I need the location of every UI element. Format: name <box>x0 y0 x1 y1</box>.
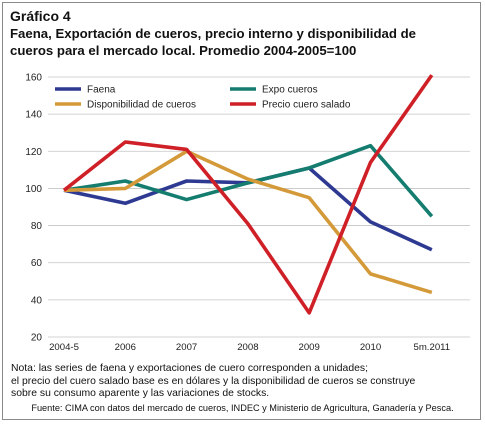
chart-title-line-2: cueros para el mercado local. Promedio 2… <box>10 43 357 58</box>
x-tick-label-2: 2007 <box>176 342 197 353</box>
x-tick-label-1: 2006 <box>115 342 136 353</box>
legend: Faena Expo cueros Disponibilidad de cueros… <box>55 85 351 111</box>
figure-heading: Gráfico 4 Faena, Exportación de cueros, … <box>10 8 479 59</box>
x-tick-label-6: 5m.2011 <box>413 342 450 353</box>
legend-label-1: Expo cueros <box>262 85 318 96</box>
x-tick-label-4: 2009 <box>299 342 320 353</box>
x-axis-ticks: 2004-5 2006 2007 2008 2009 2010 5m.2011 <box>49 342 450 353</box>
series-line-3 <box>62 74 434 315</box>
y-tick-label-60: 60 <box>31 258 43 269</box>
y-tick-label-120: 120 <box>25 147 42 158</box>
chart-note: Nota: las series de faena y exportacione… <box>11 363 476 401</box>
x-tick-label-3: 2008 <box>237 342 258 353</box>
note-line-1: Nota: las series de faena y exportacione… <box>11 363 368 374</box>
y-tick-label-40: 40 <box>31 295 43 306</box>
y-axis-ticks: 20 40 60 80 100 120 140 160 <box>25 73 42 344</box>
note-line-3: sobre su consumo aparente y las variacio… <box>11 388 270 400</box>
y-tick-label-20: 20 <box>31 333 43 344</box>
series-line-1 <box>63 143 434 218</box>
legend-label-2: Disponibilidad de cueros <box>87 100 196 111</box>
figure-frame <box>2 2 481 420</box>
chart-title-line-1: Faena, Exportación de cueros, precio int… <box>10 26 416 41</box>
note-line-2: el precio del cuero salado base es en dó… <box>11 375 416 387</box>
x-tick-label-5: 2010 <box>360 342 381 353</box>
series-lines <box>62 74 434 315</box>
chart-source: Fuente: CIMA con datos del mercado de cu… <box>31 403 454 413</box>
y-tick-label-140: 140 <box>25 110 42 121</box>
figure-label: Gráfico 4 <box>10 8 71 24</box>
y-tick-label-160: 160 <box>25 73 42 84</box>
x-tick-label-0: 2004-5 <box>49 342 79 353</box>
grid-lines <box>48 76 470 338</box>
y-tick-label-80: 80 <box>31 221 43 232</box>
legend-label-3: Precio cuero salado <box>262 100 351 111</box>
series-line-2 <box>63 149 433 295</box>
legend-label-0: Faena <box>87 85 116 96</box>
y-tick-label-100: 100 <box>25 184 42 195</box>
